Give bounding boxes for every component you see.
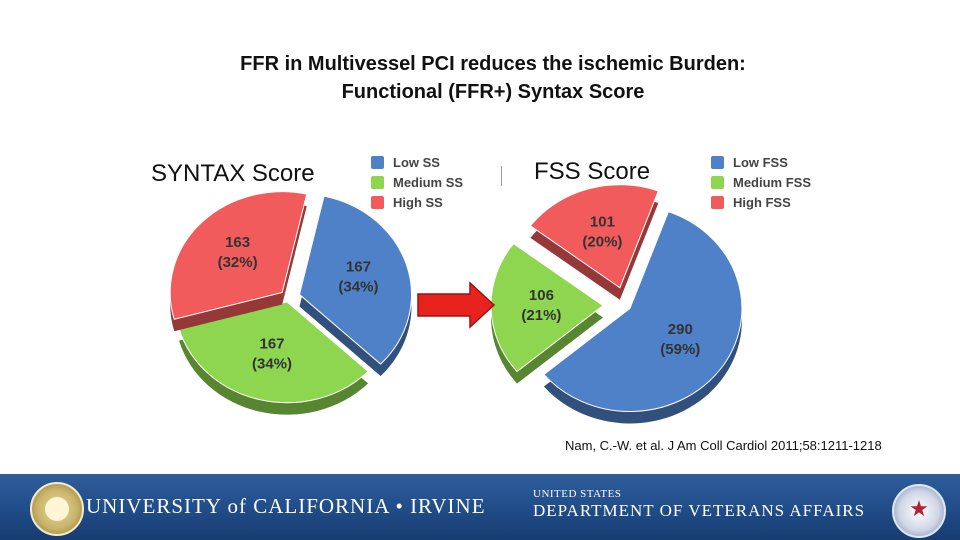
va-small-text: UNITED STATES [533, 488, 622, 500]
pie-slice-high-ss [169, 191, 308, 320]
slice-value-label: 106 [529, 287, 554, 304]
legend-swatch [371, 155, 384, 169]
slide-title: FFR in Multivessel PCI reduces the ische… [0, 50, 960, 106]
slice-percent-label: (34%) [252, 356, 292, 373]
syntax-pie: 167 (34%) 167 (34%) 163 (32%) [169, 191, 412, 415]
slice-value-label: 290 [668, 321, 693, 338]
footer-banner: UNIVERSITY of CALIFORNIA • IRVINE UNITED… [0, 474, 960, 540]
fss-legend: Low FSS Medium FSS High FSS [711, 152, 811, 212]
slice-percent-label: (20%) [582, 233, 622, 250]
syntax-legend: Low SS Medium SS High SS [371, 152, 463, 212]
pie-slice-medium-ss [178, 301, 369, 404]
legend-label: Medium SS [393, 174, 464, 190]
legend-label: Low FSS [733, 154, 788, 170]
slice-percent-label: (59%) [660, 341, 700, 358]
legend-item-high-ss: High SS [371, 192, 463, 212]
slice-value-label: 167 [260, 336, 285, 353]
slice-value-label: 101 [590, 213, 615, 230]
legend-item-medium-fss: Medium FSS [711, 172, 811, 192]
syntax-chart-title: SYNTAX Score [151, 160, 315, 187]
va-seal-icon [892, 484, 946, 538]
legend-swatch [371, 195, 384, 209]
fss-chart-title: FSS Score [534, 158, 651, 185]
fss-pie: 290 (59%) 106 (21%) 101 (20%) [490, 184, 743, 424]
slice-value-label: 167 [346, 258, 371, 275]
pie-slice-high-fss [529, 184, 660, 289]
legend-item-medium-ss: Medium SS [371, 172, 463, 192]
legend-item-low-fss: Low FSS [711, 152, 811, 172]
legend-swatch [371, 175, 384, 189]
legend-swatch [711, 195, 724, 209]
right-arrow-icon [417, 281, 496, 329]
title-line-1: FFR in Multivessel PCI reduces the ische… [240, 53, 746, 75]
legend-label: Medium FSS [733, 174, 812, 190]
divider [501, 166, 502, 186]
legend-label: Low SS [393, 154, 440, 170]
legend-swatch [711, 155, 724, 169]
legend-label: High FSS [733, 194, 791, 210]
legend-swatch [711, 175, 724, 189]
uci-wordmark: UNIVERSITY of CALIFORNIA • IRVINE [86, 494, 486, 518]
slice-value-label: 163 [225, 234, 250, 251]
slice-percent-label: (21%) [521, 307, 561, 324]
uci-seal-icon [30, 482, 84, 536]
pie-slice-low-fss [543, 211, 743, 412]
slice-percent-label: (34%) [338, 278, 378, 295]
title-line-2: Functional (FFR+) Syntax Score [341, 81, 645, 103]
pie-slice-low-ss [298, 195, 412, 365]
legend-label: High SS [393, 194, 443, 210]
legend-item-low-ss: Low SS [371, 152, 463, 172]
legend-item-high-fss: High FSS [711, 192, 811, 212]
va-wordmark: DEPARTMENT OF VETERANS AFFAIRS [533, 501, 866, 520]
slice-percent-label: (32%) [218, 254, 258, 271]
citation: Nam, C.-W. et al. J Am Coll Cardiol 2011… [565, 438, 882, 453]
